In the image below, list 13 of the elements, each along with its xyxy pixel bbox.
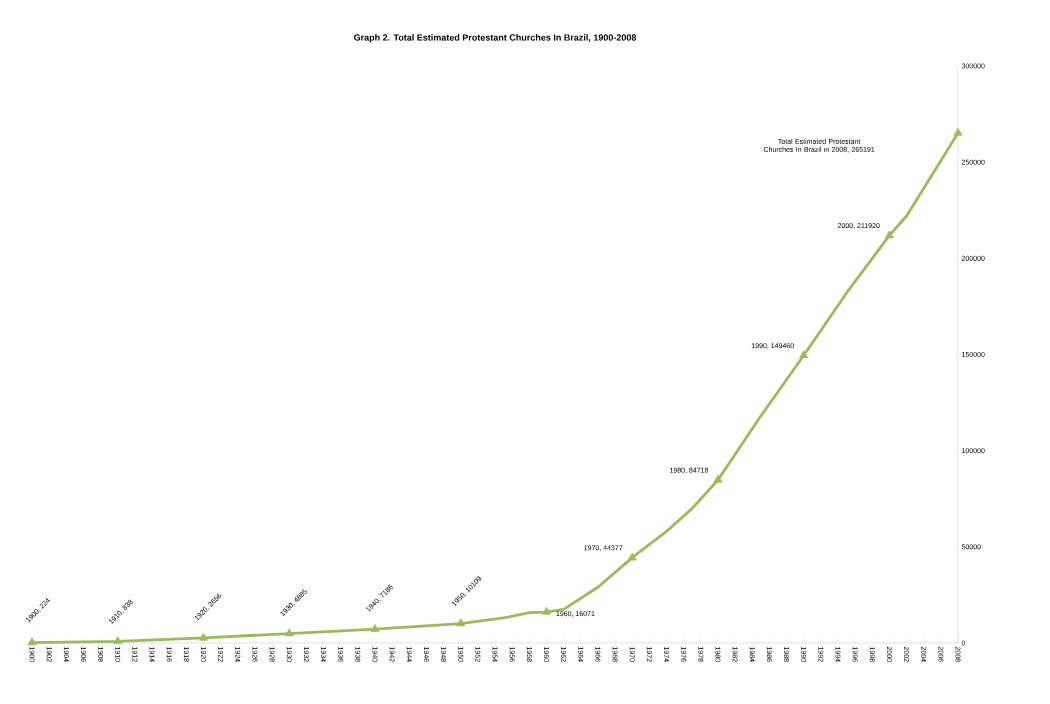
- point: [27, 637, 37, 646]
- point: [953, 127, 963, 136]
- chart-title: Graph 2. Total Estimated Protestant Churches In Brazil, 1900-2008: [354, 34, 637, 43]
- point: [541, 606, 551, 615]
- point: [713, 474, 723, 483]
- point: [884, 230, 894, 239]
- point: [627, 552, 637, 561]
- point: [456, 618, 466, 627]
- point: [113, 636, 123, 645]
- point: [370, 623, 380, 632]
- point: [284, 628, 294, 637]
- point: [799, 350, 809, 359]
- point: [198, 632, 209, 641]
